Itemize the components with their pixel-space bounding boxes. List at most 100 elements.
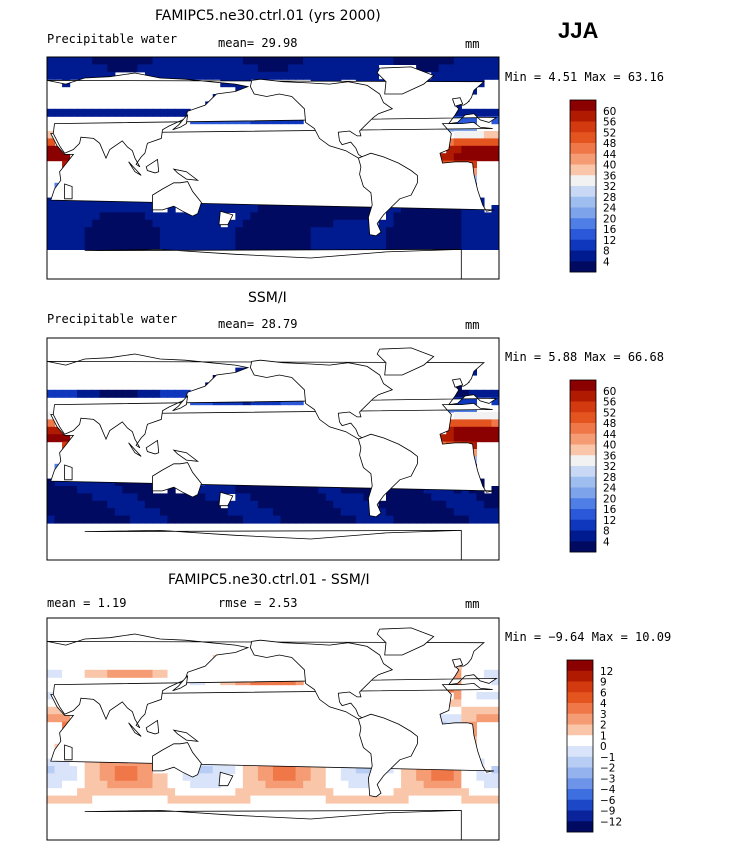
colorbar-tick-label: 36 xyxy=(603,450,617,462)
colorbar-tick-label: 9 xyxy=(600,677,607,689)
coastline-8 xyxy=(64,744,73,761)
coastline-4 xyxy=(172,449,200,462)
coastline-9 xyxy=(249,359,394,440)
colorbar-swatch xyxy=(567,789,593,801)
colorbar-swatch xyxy=(567,713,593,725)
colorbar-tick-label: 56 xyxy=(603,397,617,409)
coastline-7 xyxy=(172,674,189,692)
colorbar-swatch xyxy=(570,207,596,219)
coastline-12 xyxy=(451,658,464,668)
coastline-10 xyxy=(357,713,418,798)
colorbar-tick-label: 12 xyxy=(600,666,613,678)
coastline-7 xyxy=(172,394,189,412)
coastline-10 xyxy=(357,433,418,518)
coastline-13 xyxy=(84,809,462,840)
coastline-5 xyxy=(152,462,202,498)
colorbar-tick-label: 2 xyxy=(600,720,607,732)
coastline-13 xyxy=(84,529,462,560)
panel-2-mean-label: mean= 28.79 xyxy=(218,317,298,331)
colorbar-swatch xyxy=(570,196,596,208)
colorbar-tick-label: 32 xyxy=(603,461,616,473)
coastline-12 xyxy=(451,378,464,388)
colorbar-swatch xyxy=(570,466,596,478)
colorbar-swatch xyxy=(567,681,593,693)
colorbar-swatch xyxy=(570,229,596,241)
colorbar-swatch xyxy=(570,476,596,488)
colorbar-swatch xyxy=(570,153,596,165)
colorbar-tick-label: −3 xyxy=(600,773,615,785)
colorbar-swatch xyxy=(570,380,596,392)
coastline-3 xyxy=(145,719,160,735)
colorbar-swatch xyxy=(567,767,593,779)
colorbar-swatch xyxy=(567,810,593,822)
colorbar-tick-label: 36 xyxy=(603,170,617,182)
colorbar-tick-label: 20 xyxy=(603,213,616,225)
coastline-11 xyxy=(376,347,435,376)
colorbar-swatch xyxy=(570,423,596,435)
colorbar-tick-label: 44 xyxy=(603,149,617,161)
colorbar-tick-label: 40 xyxy=(603,440,616,452)
panel-3-rmse-label: rmse = 2.53 xyxy=(218,596,298,610)
panel-3-units-label: mm xyxy=(465,597,480,611)
panel-1-variable-label: Precipitable water xyxy=(47,32,178,46)
coastline-2 xyxy=(128,722,142,737)
colorbar-swatch xyxy=(570,186,596,198)
colorbar-tick-label: −9 xyxy=(600,806,615,818)
colorbar-swatch xyxy=(570,530,596,542)
colorbar-swatch xyxy=(570,218,596,230)
colorbar-tick-label: 8 xyxy=(603,246,610,258)
colorbar-tick-label: 28 xyxy=(603,472,616,484)
coastline-13 xyxy=(84,248,462,279)
colorbar-swatch xyxy=(567,703,593,715)
season-label: JJA xyxy=(558,18,599,43)
coastline-3 xyxy=(145,439,160,455)
colorbar-tick-label: −6 xyxy=(600,795,616,807)
colorbar-swatch xyxy=(567,799,593,811)
colorbar-tick-label: −4 xyxy=(600,784,616,796)
map-panel-1 xyxy=(46,56,500,280)
panel-1-mean-label: mean= 29.98 xyxy=(218,36,298,50)
colorbar-tick-label: 4 xyxy=(603,256,610,268)
colorbar-swatch xyxy=(570,519,596,531)
map-panel-2 xyxy=(46,337,500,561)
coastline-9 xyxy=(249,639,394,720)
panel-2-units-label: mm xyxy=(465,318,480,332)
coastline-4 xyxy=(172,729,200,742)
coastline-2 xyxy=(128,442,142,457)
coastline-8 xyxy=(64,183,73,200)
coastline-10 xyxy=(357,152,418,237)
colorbar-tick-label: 40 xyxy=(603,160,616,172)
coastline-1 xyxy=(47,72,498,168)
colorbar-swatch xyxy=(570,132,596,144)
colorbar-swatch xyxy=(567,724,593,736)
colorbar-tick-label: 48 xyxy=(603,138,616,150)
colorbar-tick-label: 16 xyxy=(603,224,617,236)
colorbar-swatch xyxy=(567,821,593,833)
colorbar-tick-label: 4 xyxy=(600,698,607,710)
panel-2-variable-label: Precipitable water xyxy=(47,312,178,326)
colorbar-tick-label: 28 xyxy=(603,192,616,204)
coastline-6 xyxy=(218,210,234,226)
colorbar-tick-label: 0 xyxy=(600,741,607,753)
colorbar-tick-label: 52 xyxy=(603,407,616,419)
colorbar-tick-label: 4 xyxy=(603,536,610,548)
colorbar-tick-label: 24 xyxy=(603,203,617,215)
colorbar-tick-label: 60 xyxy=(603,106,616,118)
colorbar-swatch xyxy=(570,261,596,273)
colorbar-swatch xyxy=(570,250,596,262)
coastline-3 xyxy=(145,158,160,174)
coastline-7 xyxy=(172,113,189,131)
panel-1-minmax-label: Min = 4.51 Max = 63.16 xyxy=(505,70,664,84)
coastline-8 xyxy=(64,464,73,481)
colorbar-swatch xyxy=(570,121,596,133)
coastline-5 xyxy=(152,742,202,778)
panel-1-units-label: mm xyxy=(465,37,480,51)
colorbar-tick-label: 24 xyxy=(603,483,617,495)
colorbar-swatch xyxy=(570,175,596,187)
colorbar-swatch xyxy=(567,756,593,768)
colorbar-swatch xyxy=(567,692,593,704)
